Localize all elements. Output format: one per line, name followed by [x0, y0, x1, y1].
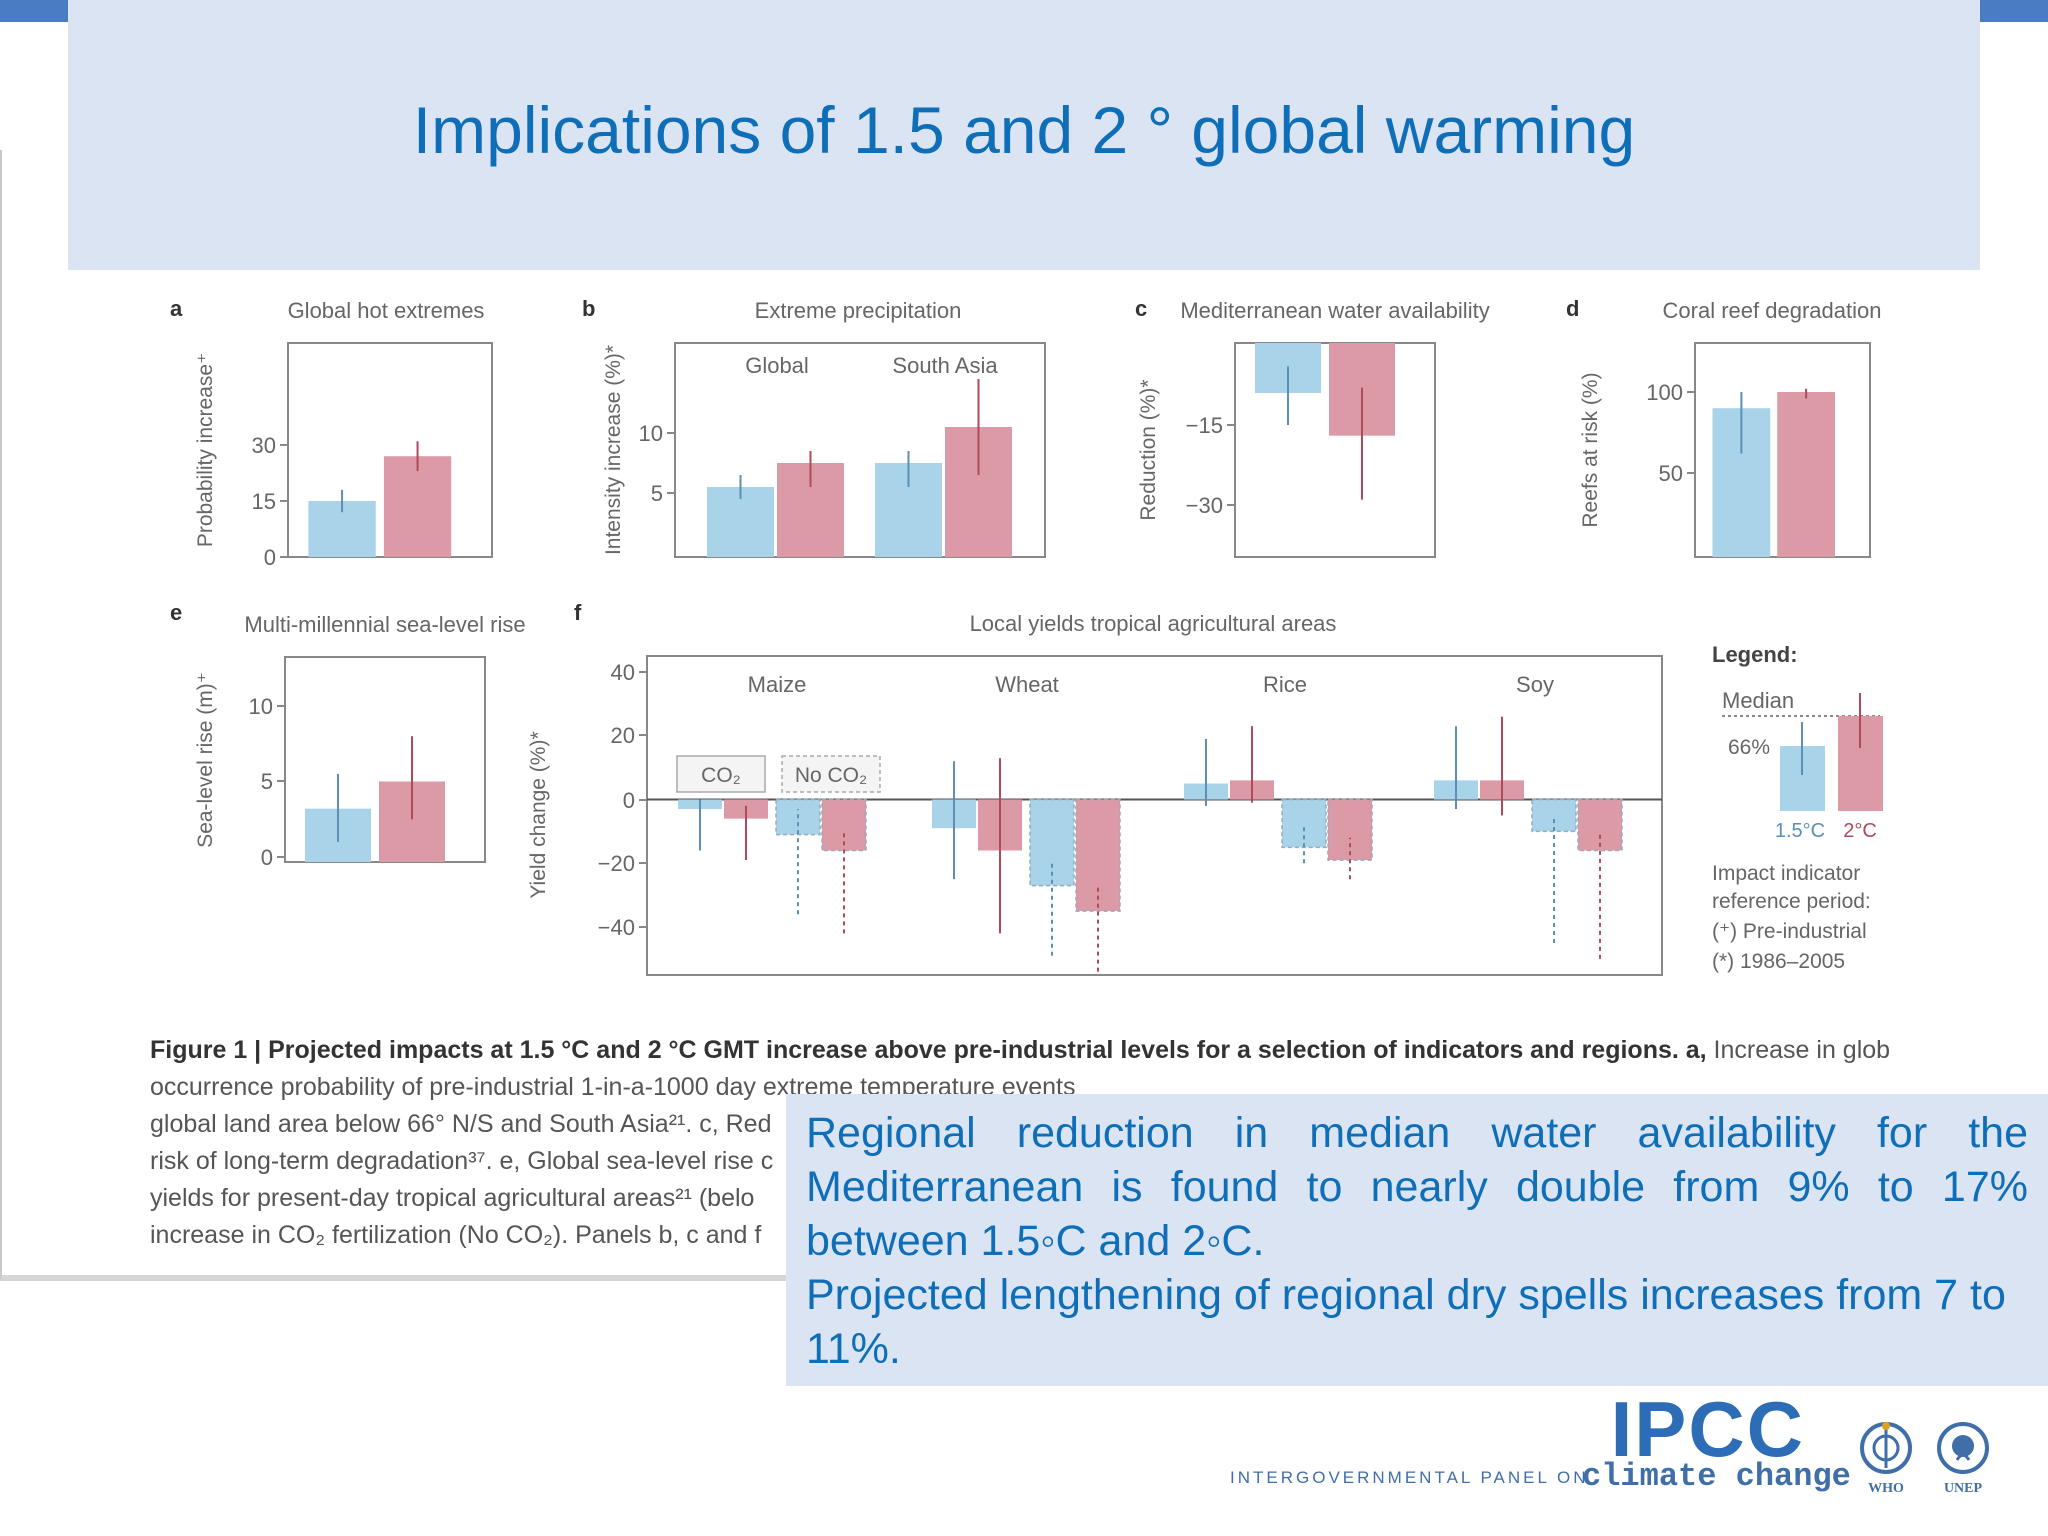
- panel-e-ylabel: Sea-level rise (m)⁺: [194, 672, 217, 848]
- panel-f-ytick-label: −40: [598, 915, 635, 940]
- panel-b-category-label: Global: [745, 353, 809, 378]
- panel-f-ylabel: Yield change (%)*: [527, 731, 550, 898]
- panel-a-ylabel: Probability increase⁺: [194, 353, 217, 547]
- corner-accent-left: [0, 0, 68, 22]
- panel-b-ylabel: Intensity increase (%)*: [602, 345, 625, 555]
- ipcc-subtitle: INTERGOVERNMENTAL PANEL ON: [1230, 1468, 1589, 1487]
- panel-b-frame: [674, 342, 1046, 558]
- panel-c-ytick-label: −30: [1186, 493, 1223, 518]
- callout-text-1: Regional reduction in median water avail…: [806, 1109, 2028, 1265]
- panel-e-ytick-label: 0: [261, 845, 273, 870]
- unep-emblem-icon: [1937, 1422, 1989, 1474]
- panel-d-bar: [1777, 392, 1835, 557]
- panel-f-bar: [1029, 798, 1075, 887]
- panel-f-ytick-label: −20: [598, 851, 635, 876]
- panel-a-ytick-label: 15: [252, 489, 276, 514]
- panel-d-ytick-label: 50: [1659, 461, 1683, 486]
- panel-e-ytick-label: 5: [261, 769, 273, 794]
- panel-f-co2-box: [676, 755, 766, 793]
- panel-b-category-label: South Asia: [892, 353, 998, 378]
- caption-line-3: global land area below 66° N/S and South…: [150, 1110, 772, 1138]
- panel-d-title: Coral reef degradation: [1663, 298, 1882, 323]
- panel-a-ytick-label: 30: [252, 433, 276, 458]
- figure-panel: [0, 150, 1902, 1281]
- panel-e-letter: e: [170, 600, 182, 625]
- legend-range-label: 66%: [1728, 736, 1770, 759]
- panel-b-title: Extreme precipitation: [755, 298, 962, 323]
- unep-logo: UNEP: [1932, 1420, 1994, 1497]
- ipcc-logo-area: IPCC INTERGOVERNMENTAL PANEL ON climate …: [1220, 1380, 2020, 1530]
- legend-ref-1: (⁺) Pre-industrial: [1712, 920, 1867, 943]
- panel-f-ytick-label: 0: [623, 788, 635, 813]
- legend-title: Legend:: [1712, 642, 1798, 667]
- unep-label: UNEP: [1943, 1481, 1983, 1496]
- panel-c-title: Mediterranean water availability: [1180, 298, 1489, 323]
- ipcc-climate-change: climate change: [1582, 1458, 1851, 1495]
- callout-text-2: Projected lengthening of regional dry sp…: [806, 1271, 2006, 1373]
- panel-d-ytick-label: 100: [1646, 380, 1683, 405]
- panel-c-letter: c: [1135, 296, 1147, 321]
- panel-f-noco2-box: [781, 755, 881, 793]
- legend-median-label: Median: [1722, 688, 1794, 713]
- panel-c-ytick-label: −15: [1186, 413, 1223, 438]
- who-label: WHO: [1868, 1481, 1904, 1496]
- caption-line-4: risk of long-term degradation³⁷. e, Glob…: [150, 1147, 774, 1175]
- panel-e-ytick-label: 10: [249, 694, 273, 719]
- corner-accent-right: [1980, 0, 2048, 22]
- slide-title: Implications of 1.5 and 2 ° global warmi…: [412, 93, 1636, 167]
- panel-f-category-label: Rice: [1263, 672, 1307, 697]
- caption-bold: Figure 1 | Projected impacts at 1.5 °C a…: [150, 1036, 1707, 1064]
- panel-f-title: Local yields tropical agricultural areas: [970, 611, 1337, 636]
- caption-line-5: yields for present-day tropical agricult…: [150, 1184, 755, 1212]
- legend-ref-title-2: reference period:: [1712, 890, 1871, 913]
- panel-b-ytick-label: 10: [639, 421, 663, 446]
- panel-b-letter: b: [582, 296, 595, 321]
- who-logo: WHO: [1855, 1420, 1917, 1497]
- panel-a-ytick-label: 0: [264, 545, 276, 570]
- panel-a-bar: [383, 456, 452, 557]
- caption-line-6: increase in CO₂ fertilization (No CO₂). …: [150, 1221, 762, 1249]
- panel-f-category-label: Wheat: [995, 672, 1059, 697]
- legend-ref-title-1: Impact indicator: [1712, 862, 1860, 885]
- panel-f-letter: f: [574, 600, 582, 625]
- panel-a-title: Global hot extremes: [288, 298, 485, 323]
- panel-f-co2-label: CO₂: [701, 764, 741, 787]
- panel-f-frame: [646, 655, 1663, 976]
- callout-box: Regional reduction in median water avail…: [786, 1094, 2048, 1386]
- panel-f-bar: [1531, 798, 1577, 833]
- panel-f-bar: [1577, 798, 1623, 852]
- panel-f-bar: [1075, 798, 1121, 912]
- legend-red-label: 2°C: [1843, 820, 1877, 842]
- panel-f-bar: [1327, 798, 1373, 861]
- panel-f-bar: [1281, 798, 1327, 849]
- ipcc-logo: IPCC: [1610, 1385, 1805, 1473]
- panel-c-ylabel: Reduction (%)*: [1137, 379, 1160, 520]
- panel-f-noco2-label: No CO₂: [795, 764, 867, 787]
- caption-line-1-rest: Increase in global: [1706, 1036, 1890, 1064]
- panel-f-category-label: Maize: [748, 672, 807, 697]
- panel-a-letter: a: [170, 296, 183, 321]
- legend-blue-label: 1.5°C: [1775, 820, 1825, 842]
- caption-line-1: Figure 1 | Projected impacts at 1.5 °C a…: [150, 1032, 1890, 1069]
- figure-svg: a Global hot extremes 0 15 30 Probability inc…: [170, 296, 1883, 976]
- panel-f-ytick-label: 20: [611, 723, 635, 748]
- panel-d-letter: d: [1566, 296, 1579, 321]
- panel-d-ylabel: Reefs at risk (%): [1579, 372, 1602, 527]
- panel-e-title: Multi-millennial sea-level rise: [244, 612, 525, 637]
- who-emblem-icon: [1860, 1422, 1912, 1474]
- panel-f-ytick-label: 40: [611, 660, 635, 685]
- legend-ref-2: (*) 1986–2005: [1712, 950, 1845, 973]
- panel-b-ytick-label: 5: [651, 481, 663, 506]
- panel-f-category-label: Soy: [1516, 672, 1554, 697]
- title-box: Implications of 1.5 and 2 ° global warmi…: [68, 0, 1980, 270]
